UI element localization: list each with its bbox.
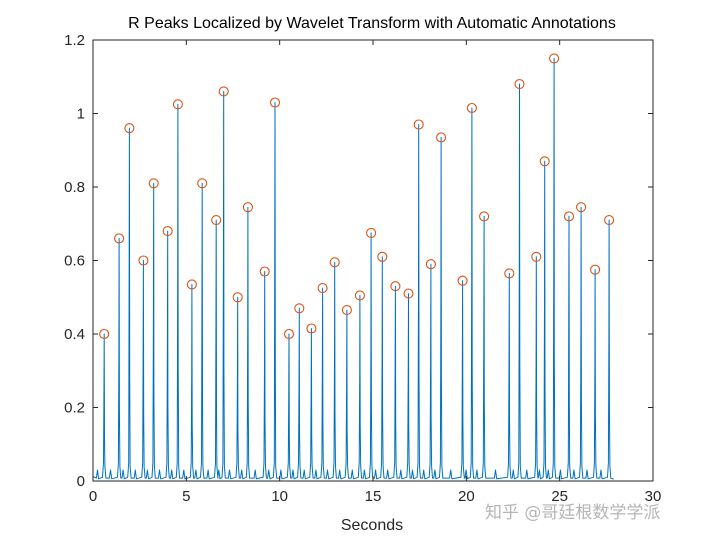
peak-marker [138, 255, 149, 266]
peak-marker [99, 328, 110, 340]
peak-marker [590, 264, 601, 275]
peak-marker [413, 119, 424, 130]
peak-marker [294, 303, 305, 314]
peak-marker [218, 86, 229, 97]
x-tick-label: 5 [182, 488, 190, 505]
peak-marker [366, 227, 377, 238]
peak-marker [425, 259, 436, 270]
x-tick-label: 30 [645, 488, 662, 505]
peak-marker [242, 202, 253, 213]
y-tick-label: 1.2 [64, 32, 85, 49]
peak-marker [186, 279, 197, 290]
x-tick-label: 15 [365, 488, 382, 505]
peak-marker [377, 251, 388, 262]
x-axis-label: Seconds [341, 517, 403, 534]
peak-marker [341, 305, 352, 316]
peak-marker [329, 257, 340, 268]
signal-layer [92, 57, 614, 480]
peak-marker [148, 178, 159, 189]
x-tick-label: 0 [89, 488, 97, 505]
y-tick-label: 1 [77, 106, 85, 123]
x-tick-label: 25 [551, 488, 568, 505]
y-tick-label: 0.4 [64, 326, 85, 343]
peak-marker [259, 266, 270, 277]
peak-marker [354, 290, 365, 301]
peak-marker [124, 123, 135, 134]
watermark-text: 知乎 @哥廷根数学学派 [485, 503, 660, 523]
peak-marker [172, 99, 183, 110]
peak-marker [390, 281, 401, 292]
peak-marker [604, 215, 615, 226]
peak-marker [403, 288, 414, 299]
x-tick-label: 20 [458, 488, 475, 505]
peak-marker [269, 97, 281, 108]
peak-marker [504, 268, 515, 279]
peak-marker [283, 328, 295, 340]
chart-title: R Peaks Localized by Wavelet Transform w… [128, 15, 616, 32]
peak-marker [531, 251, 542, 262]
peak-marker [114, 233, 125, 244]
y-tick-label: 0.6 [64, 253, 85, 270]
y-tick-label: 0.2 [64, 400, 85, 417]
peak-marker [317, 283, 328, 294]
peak-marker [211, 215, 222, 226]
y-tick-label: 0.8 [64, 179, 85, 196]
peak-marker [576, 202, 587, 213]
signal-line [92, 57, 614, 480]
peak-marker [479, 211, 490, 222]
peak-marker [306, 323, 317, 334]
peak-marker [197, 178, 208, 189]
peak-marker [457, 275, 468, 286]
x-axis-ticks: 0 5 10 15 20 25 30 [89, 40, 662, 505]
peak-marker [539, 156, 550, 167]
peak-marker [549, 53, 560, 64]
peak-marker [466, 102, 477, 114]
peak-marker [436, 132, 447, 143]
y-tick-label: 0 [77, 473, 85, 490]
y-axis-ticks: 0 0.2 0.4 0.6 0.8 1 1.2 [64, 32, 653, 490]
peak-markers [99, 53, 615, 340]
peak-marker [514, 79, 525, 90]
x-tick-label: 10 [271, 488, 288, 505]
peak-marker [232, 292, 243, 303]
peak-marker [162, 226, 173, 237]
peak-marker [563, 211, 575, 222]
